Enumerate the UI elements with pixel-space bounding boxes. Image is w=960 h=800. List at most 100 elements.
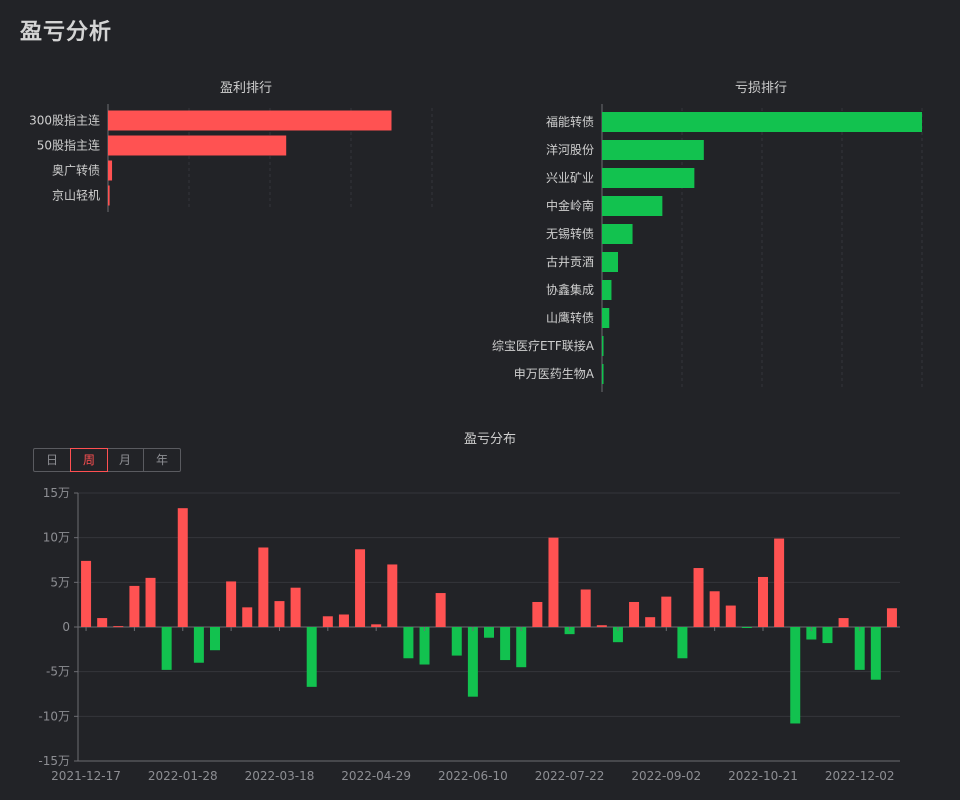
bar — [145, 577, 156, 627]
y-tick-label: 15万 — [43, 486, 70, 500]
bar — [108, 185, 110, 206]
tab-year[interactable]: 年 — [155, 453, 168, 467]
bar — [629, 601, 640, 627]
category-label: 综宝医疗ETF联接A — [492, 338, 595, 353]
loss-ranking-chart: 亏损排行福能转债洋河股份兴业矿业中金岭南无锡转债古井贡酒协鑫集成山鹰转债综宝医疗… — [492, 81, 923, 392]
bar — [338, 614, 349, 627]
bar — [242, 607, 253, 627]
bar — [193, 627, 204, 663]
tab-week[interactable]: 周 — [70, 448, 108, 472]
bar — [451, 627, 462, 656]
x-tick-label: 2022-01-28 — [148, 769, 218, 783]
x-tick-label: 2022-09-02 — [631, 769, 701, 783]
category-label: 洋河股份 — [546, 142, 594, 157]
category-label: 中金岭南 — [546, 198, 594, 213]
bar — [709, 591, 720, 627]
x-tick-label: 2022-12-02 — [825, 769, 895, 783]
bar — [790, 627, 801, 724]
y-tick-label: 0 — [62, 620, 70, 634]
y-tick-label: -5万 — [46, 665, 70, 679]
x-tick-label: 2022-10-21 — [728, 769, 798, 783]
category-label: 50股指主连 — [37, 138, 100, 153]
bar — [306, 627, 317, 687]
bar — [838, 618, 849, 627]
bar — [677, 627, 688, 659]
period-selector: 日 周 月 年 — [33, 448, 181, 472]
bar — [210, 627, 220, 651]
y-tick-label: -15万 — [38, 754, 70, 768]
bar — [532, 601, 543, 627]
category-label: 京山轻机 — [52, 189, 100, 203]
category-label: 无锡转债 — [546, 226, 594, 241]
y-tick-label: -10万 — [38, 709, 70, 723]
bar — [806, 627, 817, 640]
bar — [602, 364, 604, 384]
bar — [108, 135, 287, 156]
category-label: 协鑫集成 — [546, 282, 594, 297]
profit-chart-title: 盈利排行 — [220, 81, 272, 96]
bar — [693, 568, 704, 627]
bar — [113, 626, 124, 628]
bar — [612, 627, 623, 643]
bar — [226, 581, 237, 627]
bar — [161, 627, 172, 670]
page-title: 盈亏分析 — [20, 20, 113, 45]
category-label: 山鹰转债 — [546, 310, 594, 325]
bar — [602, 336, 604, 356]
bar — [548, 537, 559, 627]
category-label: 300股指主连 — [29, 113, 100, 128]
distribution-chart-title: 盈亏分布 — [464, 432, 516, 447]
bar — [774, 538, 785, 627]
bar — [758, 576, 768, 627]
category-label: 古井贡酒 — [546, 254, 594, 269]
bar — [467, 627, 478, 697]
bar — [355, 549, 366, 627]
bar — [516, 627, 527, 668]
bar — [108, 110, 392, 131]
bar — [322, 616, 333, 627]
x-tick-label: 2021-12-17 — [51, 769, 121, 783]
category-label: 申万医药生物A — [514, 367, 595, 381]
bar — [129, 585, 140, 627]
bar — [602, 224, 633, 244]
category-label: 兴业矿业 — [546, 171, 594, 185]
bar — [602, 140, 704, 160]
bar — [274, 601, 285, 627]
bar — [258, 547, 269, 627]
bar — [645, 617, 656, 627]
bar — [81, 560, 92, 627]
bar — [741, 627, 752, 628]
bar — [602, 112, 922, 132]
bar — [108, 160, 113, 181]
bar — [596, 625, 607, 627]
bar — [580, 589, 591, 627]
bar — [371, 624, 382, 627]
bar — [886, 608, 897, 627]
bar — [419, 627, 430, 665]
x-tick-label: 2022-06-10 — [438, 769, 508, 783]
bar — [854, 627, 865, 670]
x-tick-label: 2022-04-29 — [341, 769, 411, 783]
tab-month[interactable]: 月 — [107, 449, 144, 471]
y-tick-label: 10万 — [43, 531, 70, 545]
bar — [870, 627, 881, 680]
bar — [602, 168, 695, 188]
tab-day[interactable]: 日 — [34, 449, 71, 471]
bar — [602, 252, 618, 272]
bar — [435, 593, 446, 627]
loss-chart-title: 亏损排行 — [735, 81, 787, 96]
bar — [725, 605, 736, 627]
bar — [500, 627, 511, 661]
bar — [177, 508, 188, 627]
bar — [602, 196, 663, 216]
bar — [661, 596, 672, 627]
bar — [822, 627, 833, 644]
category-label: 福能转债 — [546, 114, 594, 129]
bar — [97, 618, 108, 627]
x-tick-label: 2022-03-18 — [245, 769, 315, 783]
bar — [290, 587, 301, 627]
x-tick-label: 2022-07-22 — [535, 769, 605, 783]
